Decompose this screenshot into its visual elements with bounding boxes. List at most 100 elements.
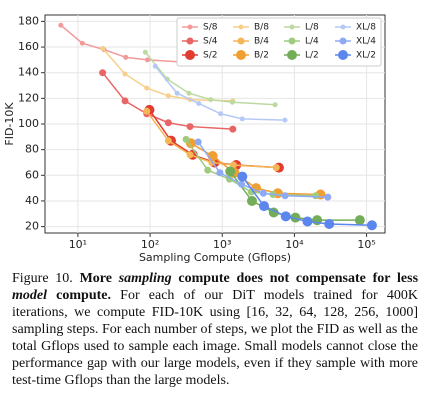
data-point: [272, 164, 280, 172]
y-tick-label: 180: [18, 14, 39, 27]
legend-marker: [288, 37, 296, 45]
caption: Figure 10. More sampling compute does no…: [12, 270, 418, 389]
data-point: [238, 180, 246, 188]
data-point: [182, 135, 190, 143]
legend-marker: [338, 50, 348, 60]
data-point: [122, 71, 128, 77]
data-point: [280, 211, 291, 222]
y-axis-label: FID-10K: [3, 102, 16, 146]
caption-label: Figure 10.: [12, 271, 73, 286]
data-point: [282, 117, 288, 123]
data-point: [174, 90, 180, 96]
series-line: [154, 65, 285, 121]
legend-label: L/2: [305, 51, 319, 61]
series-line: [146, 110, 277, 169]
legend-label: XL/2: [356, 51, 376, 61]
x-tick-label: 10³: [213, 238, 231, 251]
data-point: [100, 45, 106, 51]
data-point: [186, 90, 192, 96]
legend-label: B/8: [254, 23, 269, 33]
legend-box: [176, 17, 382, 67]
data-point: [164, 119, 172, 127]
chart: FID-10K Sampling Compute (Gflops) 20 40 60…: [3, 14, 386, 264]
data-point: [229, 99, 235, 105]
data-point: [204, 166, 212, 174]
data-point: [196, 100, 202, 106]
data-point: [144, 57, 150, 63]
legend-label: XL/8: [356, 23, 376, 33]
data-point: [186, 151, 194, 159]
data-point: [366, 220, 377, 231]
legend-marker: [339, 37, 347, 45]
legend-marker: [185, 50, 195, 60]
series-line: [102, 72, 233, 130]
data-point: [312, 192, 320, 200]
y-tick-label: 40: [25, 194, 39, 207]
legend-label: L/8: [305, 23, 319, 33]
data-point: [302, 216, 313, 227]
x-tick-label: 10⁴: [285, 238, 304, 251]
data-point: [324, 219, 335, 230]
data-point: [144, 85, 150, 91]
y-tick-label: 120: [18, 91, 39, 104]
y-tick-label: 20: [25, 220, 39, 233]
x-tick-label: 10⁵: [357, 238, 375, 251]
legend-label: S/8: [203, 23, 218, 33]
legend-marker: [236, 50, 246, 60]
data-point: [99, 69, 107, 77]
legend-marker: [237, 37, 245, 45]
data-point: [194, 138, 202, 146]
legend-marker: [186, 37, 194, 45]
data-point: [324, 193, 332, 201]
legend-label: S/4: [203, 37, 218, 47]
data-point: [259, 201, 270, 212]
data-point: [207, 151, 218, 162]
legend-marker: [289, 24, 295, 30]
caption-body: For each of our DiT models trained for 4…: [12, 288, 418, 388]
data-point: [246, 195, 257, 206]
y-tick-label: 160: [18, 40, 39, 53]
caption-title: model: [12, 288, 47, 303]
y-tick-label: 60: [25, 168, 39, 181]
y-tick-label: 100: [18, 117, 39, 130]
series-line: [60, 24, 191, 64]
series-line: [241, 176, 372, 227]
data-point: [354, 215, 365, 226]
caption-title: sampling: [118, 271, 172, 286]
legend-marker: [287, 50, 297, 60]
caption-title: More: [79, 271, 112, 286]
data-point: [186, 123, 194, 131]
data-point: [58, 22, 64, 28]
data-point: [237, 171, 248, 182]
caption-title: compute does not compensate for less: [178, 271, 419, 286]
data-point: [79, 40, 85, 46]
data-point: [123, 54, 129, 60]
x-axis-label: Sampling Compute (Gflops): [139, 251, 291, 264]
legend-marker: [340, 24, 346, 30]
data-point: [272, 102, 278, 108]
data-point: [208, 97, 214, 103]
x-tick-label: 10¹: [69, 238, 87, 251]
caption-title: compute.: [56, 288, 111, 303]
data-point: [225, 166, 236, 177]
series-line: [197, 141, 328, 198]
y-tick-label: 140: [18, 66, 39, 79]
data-point: [290, 212, 301, 223]
legend-marker: [187, 24, 193, 30]
data-point: [165, 93, 171, 99]
data-point: [152, 63, 158, 69]
data-point: [239, 116, 245, 122]
legend-marker: [238, 24, 244, 30]
legend-label: S/2: [203, 51, 217, 61]
legend-label: L/4: [305, 37, 319, 47]
y-tick-label: 80: [25, 143, 39, 156]
data-point: [142, 49, 148, 55]
data-point: [143, 107, 151, 115]
x-tick-label: 10²: [141, 238, 159, 251]
data-point: [259, 189, 267, 197]
legend-label: B/2: [254, 51, 269, 61]
data-point: [229, 125, 237, 133]
series-line: [144, 51, 276, 106]
data-point: [216, 169, 224, 177]
